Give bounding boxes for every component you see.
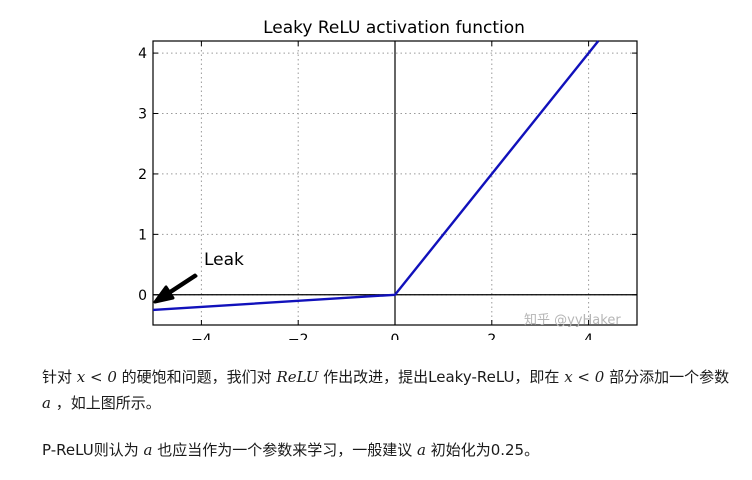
x-tick-label: 0 (391, 332, 400, 340)
paragraph-leaky-relu: 针对 x < 0 的硬饱和问题，我们对 ReLU 作出改进，提出Leaky-Re… (42, 364, 742, 416)
x-tick-label: −4 (191, 332, 212, 340)
watermark: 知乎 @yyHaker (524, 312, 621, 328)
annotation: Leak (153, 250, 244, 304)
leaky-relu-line (152, 40, 600, 312)
text-span: ，如上图所示。 (50, 394, 161, 412)
math-a: a (42, 394, 51, 412)
math-x-lt-0: x < 0 (76, 368, 117, 386)
paragraph-p-relu: P-ReLU则认为 a 也应当作为一个参数来学习，一般建议 a 初始化为0.25… (42, 437, 742, 463)
chart-title: Leaky ReLU activation function (263, 18, 525, 38)
text-span: 针对 (42, 368, 77, 386)
x-tick-label: 4 (584, 332, 593, 340)
text-span: 部分添加一个参数 (604, 368, 730, 386)
text-span: 作出改进，提出Leaky-ReLU，即在 (318, 368, 565, 386)
math-x-lt-0: x < 0 (564, 368, 605, 386)
text-span: 初始化为0.25。 (425, 441, 540, 459)
x-tick-label: −2 (288, 332, 309, 340)
y-tick-label: 1 (138, 227, 147, 243)
series-layer (152, 40, 600, 312)
y-tick-label: 2 (138, 167, 147, 183)
text-span: 的硬饱和问题，我们对 (116, 368, 277, 386)
leaky-relu-chart: Leaky ReLU activation function −4 −2 0 2 4 0 1… (138, 18, 638, 340)
text-span: 也应当作为一个参数来学习，一般建议 (152, 441, 417, 459)
y-tick-label: 3 (138, 107, 147, 123)
y-tick-label: 0 (138, 288, 147, 304)
tick-labels: −4 −2 0 2 4 0 1 2 3 4 (138, 46, 593, 340)
y-tick-label: 4 (138, 46, 147, 62)
axes (152, 40, 638, 326)
math-a: a (416, 441, 426, 459)
text-span: P-ReLU则认为 (42, 441, 144, 459)
math-relu: ReLU (276, 368, 319, 386)
math-a: a (143, 441, 153, 459)
x-tick-label: 2 (487, 332, 496, 340)
leak-arrow-icon (153, 273, 198, 304)
leak-annotation-label: Leak (204, 250, 244, 270)
